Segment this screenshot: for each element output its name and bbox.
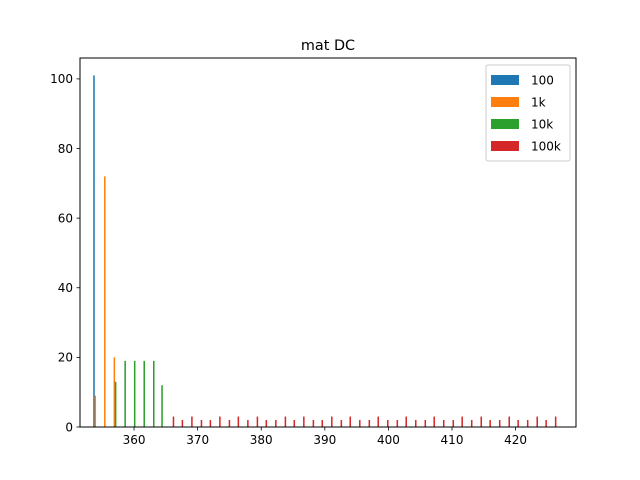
bar-100k-29 xyxy=(442,420,445,427)
bar-100k-1 xyxy=(181,420,184,427)
bar-100k-25 xyxy=(405,416,407,427)
bar-100k-28 xyxy=(433,416,435,427)
bar-100k-27 xyxy=(424,420,427,427)
bar-100k-34 xyxy=(489,420,491,427)
bar-100k-35 xyxy=(498,420,501,427)
bar-100k-22 xyxy=(377,416,379,427)
bar-100k-39 xyxy=(536,416,538,427)
axes-frame xyxy=(79,57,577,428)
legend-swatch-10k xyxy=(491,119,519,129)
bar-1k-1 xyxy=(104,176,106,427)
x-tick-label: 370 xyxy=(186,433,209,447)
bar-1k-2 xyxy=(113,357,116,427)
y-tick-label: 60 xyxy=(58,211,73,225)
bar-10k-5 xyxy=(161,385,163,427)
bar-100k-30 xyxy=(452,420,455,427)
bar-100k-36 xyxy=(508,416,510,427)
bar-100k-26 xyxy=(414,420,417,427)
y-tick-label: 40 xyxy=(58,281,73,295)
y-tick-label: 20 xyxy=(58,351,73,365)
bar-100k-12 xyxy=(284,416,287,427)
legend-swatch-100k xyxy=(491,141,519,151)
bar-100k-40 xyxy=(545,420,547,427)
bar-100k-5 xyxy=(219,416,221,427)
bar-100k-15 xyxy=(312,420,315,427)
plot-area xyxy=(79,57,577,428)
bar-100k-16 xyxy=(321,420,324,427)
legend-swatch-1k xyxy=(491,97,519,107)
y-tick-label: 100 xyxy=(50,72,73,86)
bar-100k-32 xyxy=(470,420,473,427)
bar-100k-13 xyxy=(293,420,296,427)
bar-100k-7 xyxy=(237,416,240,427)
bar-100k-8 xyxy=(247,420,249,427)
bar-100k-10 xyxy=(265,420,268,427)
bar-100k-23 xyxy=(387,420,389,427)
x-tick-label: 360 xyxy=(123,433,146,447)
bar-100k-38 xyxy=(526,420,529,427)
bar-10k-2 xyxy=(133,360,136,427)
bar-10k-0 xyxy=(114,381,117,427)
bar-100k-9 xyxy=(256,416,259,427)
bar-10k-4 xyxy=(153,360,155,427)
legend: 100 1k 10k 100k xyxy=(485,64,571,162)
x-tick-label: 410 xyxy=(441,433,464,447)
y-tick-label: 80 xyxy=(58,142,73,156)
bar-100-0 xyxy=(93,75,95,427)
legend-label-10k: 10k xyxy=(531,118,553,132)
bar-100k-21 xyxy=(368,420,371,427)
bar-100k-6 xyxy=(228,420,231,427)
legend-label-100: 100 xyxy=(531,74,554,88)
bar-100k-19 xyxy=(349,416,352,427)
bar-100k-33 xyxy=(480,416,483,427)
legend-label-1k: 1k xyxy=(531,96,546,110)
bar-100k-0 xyxy=(172,416,175,427)
x-tick-label: 400 xyxy=(377,433,400,447)
bar-100k-17 xyxy=(331,416,333,427)
bar-100k-41 xyxy=(554,416,557,427)
x-axis-ticks: 360 370 380 390 400 410 420 xyxy=(123,427,527,447)
chart-title: mat DC xyxy=(301,38,355,54)
bar-100k-20 xyxy=(359,420,361,427)
bar-10k-1 xyxy=(124,360,126,427)
bar-100k-31 xyxy=(461,416,463,427)
bar-100k-14 xyxy=(303,416,305,427)
bar-100k-4 xyxy=(209,420,212,427)
bar-100k-3 xyxy=(200,420,203,427)
legend-label-100k: 100k xyxy=(531,140,561,154)
x-tick-label: 420 xyxy=(504,433,527,447)
bar-100k-37 xyxy=(517,420,519,427)
bar-100k-24 xyxy=(396,420,399,427)
x-tick-label: 380 xyxy=(250,433,273,447)
bar-10k-3 xyxy=(143,360,145,427)
bar-100k-18 xyxy=(340,420,343,427)
bar-1k-0 xyxy=(94,395,97,427)
bars-group xyxy=(93,75,557,427)
legend-swatch-100 xyxy=(491,75,519,85)
y-tick-label: 0 xyxy=(65,420,73,434)
bar-100k-11 xyxy=(275,420,277,427)
x-tick-label: 390 xyxy=(313,433,336,447)
legend-box xyxy=(485,64,571,162)
bar-100k-2 xyxy=(191,416,193,427)
y-axis-ticks: 0 20 40 60 80 100 xyxy=(50,72,80,434)
